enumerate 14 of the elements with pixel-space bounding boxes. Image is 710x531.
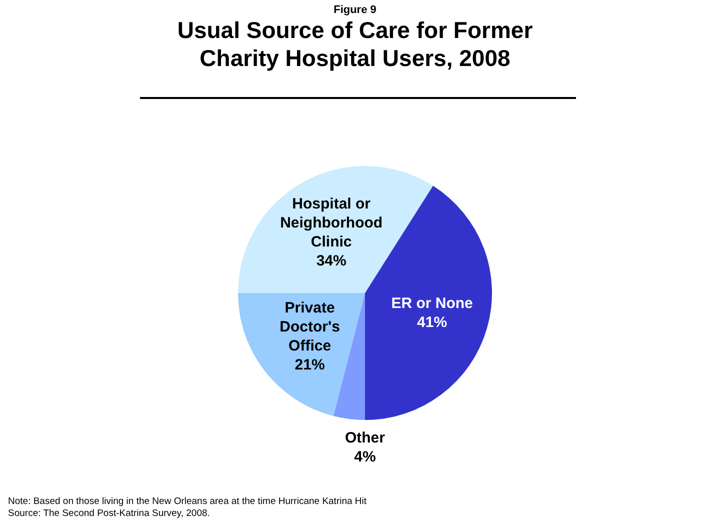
pie-slice [238, 166, 434, 293]
data-label: 21% [294, 356, 325, 373]
data-label: 34% [316, 252, 346, 269]
source-note: Source: The Second Post-Katrina Survey, 2008. [8, 508, 211, 520]
text: Note: Based on those living in the New Orleans area at the time Hurricane Katrina Hit [8, 496, 367, 508]
slice-label: Private Doctor's Office [280, 298, 340, 354]
data-label: 4% [354, 448, 376, 465]
chart-title: Usual Source of Care for Former Charity Hospital Users, 2008 [176, 16, 534, 72]
slice-label: Other [344, 428, 386, 446]
slice-label: ER or None [391, 294, 473, 312]
pie-slice [238, 293, 365, 416]
chart-subtitle: Figure 9 [332, 4, 378, 16]
data-label: 41% [417, 313, 448, 330]
slice-label: Hospital or Neighborhood Clinic [280, 194, 383, 250]
